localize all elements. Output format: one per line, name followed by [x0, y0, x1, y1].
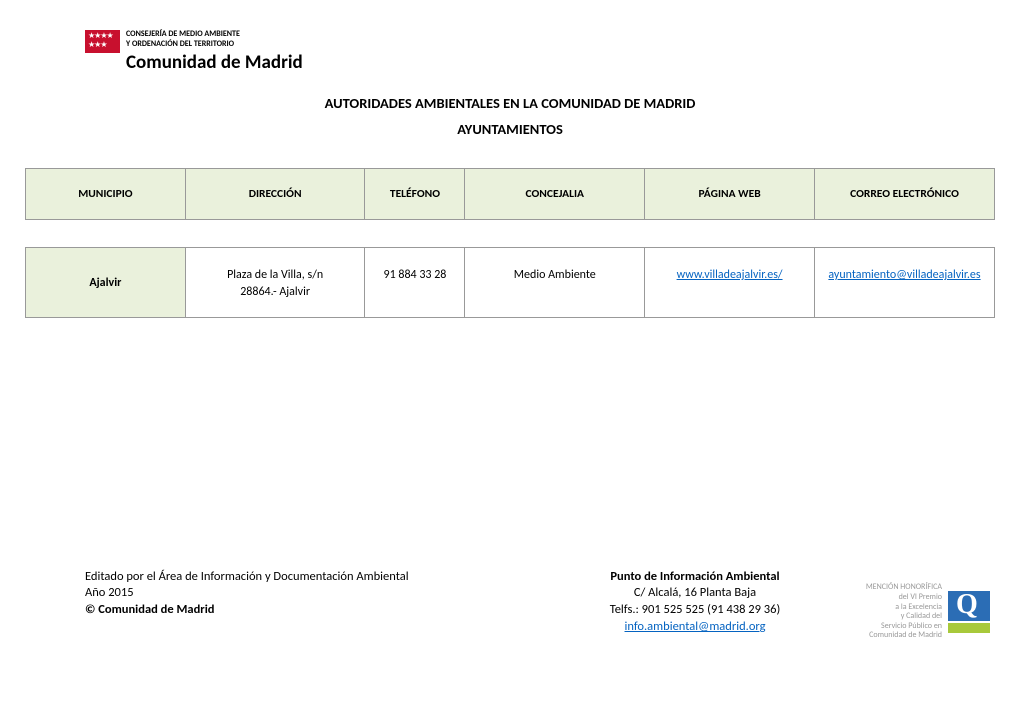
col-correo: CORREO ELECTRÓNICO — [815, 169, 995, 220]
quality-badge: MENCIÓN HONORÍFICA del VI Premio a la Ex… — [866, 583, 990, 641]
cell-web: www.villadeajalvir.es/ — [645, 248, 815, 318]
cell-telefono: 91 884 33 28 — [365, 248, 465, 318]
spacer-row — [26, 220, 995, 248]
q-icon: Q — [948, 591, 990, 633]
authorities-table: MUNICIPIO DIRECCIÓN TELÉFONO CONCEJALIA … — [25, 168, 995, 318]
footer-address: C/ Alcalá, 16 Planta Baja — [634, 585, 756, 600]
direccion-line2: 28864.- Ajalvir — [194, 285, 357, 299]
madrid-flag-icon — [85, 30, 120, 53]
footer-editor: Editado por el Área de Información y Doc… — [85, 569, 409, 584]
madrid-logo: CONSEJERÍA DE MEDIO AMBIENTE Y ORDENACIÓ… — [85, 30, 303, 74]
document-titles: AUTORIDADES AMBIENTALES EN LA COMUNIDAD … — [20, 94, 1000, 138]
badge-text: MENCIÓN HONORÍFICA del VI Premio a la Ex… — [866, 583, 942, 641]
logo-small-line2: Y ORDENACIÓN DEL TERRITORIO — [126, 40, 303, 50]
badge-line3: a la Excelencia — [895, 602, 942, 612]
email-link[interactable]: ayuntamiento@villadeajalvir.es — [828, 268, 980, 282]
header: CONSEJERÍA DE MEDIO AMBIENTE Y ORDENACIÓ… — [20, 30, 1000, 74]
badge-line5: Servicio Público en — [881, 621, 942, 631]
title-line2: AYUNTAMIENTOS — [20, 120, 1000, 138]
title-line1: AUTORIDADES AMBIENTALES EN LA COMUNIDAD … — [20, 94, 1000, 112]
col-municipio: MUNICIPIO — [26, 169, 186, 220]
direccion-line1: Plaza de la Villa, s/n — [227, 268, 323, 282]
col-direccion: DIRECCIÓN — [185, 169, 365, 220]
cell-correo: ayuntamiento@villadeajalvir.es — [815, 248, 995, 318]
cell-concejalia: Medio Ambiente — [465, 248, 645, 318]
footer-copyright: © Comunidad de Madrid — [85, 602, 215, 617]
footer-info-title: Punto de Información Ambiental — [610, 569, 779, 584]
cell-direccion: Plaza de la Villa, s/n 28864.- Ajalvir — [185, 248, 365, 318]
table-row: Ajalvir Plaza de la Villa, s/n 28864.- A… — [26, 248, 995, 318]
cell-municipio: Ajalvir — [26, 248, 186, 318]
badge-line6: Comunidad de Madrid — [869, 630, 942, 640]
footer-email-link[interactable]: info.ambiental@madrid.org — [625, 619, 766, 634]
footer-phones: Telfs.: 901 525 525 (91 438 29 36) — [610, 602, 781, 617]
logo-large: Comunidad de Madrid — [126, 51, 303, 74]
footer-left: Editado por el Área de Información y Doc… — [85, 569, 455, 637]
footer-year: Año 2015 — [85, 585, 134, 600]
col-concejalia: CONCEJALIA — [465, 169, 645, 220]
badge-line4: y Calidad del — [901, 611, 942, 621]
logo-text: CONSEJERÍA DE MEDIO AMBIENTE Y ORDENACIÓ… — [126, 30, 303, 74]
table-header-row: MUNICIPIO DIRECCIÓN TELÉFONO CONCEJALIA … — [26, 169, 995, 220]
web-link[interactable]: www.villadeajalvir.es/ — [677, 268, 783, 282]
badge-line2: del VI Premio — [899, 592, 942, 602]
table-container: MUNICIPIO DIRECCIÓN TELÉFONO CONCEJALIA … — [20, 168, 1000, 318]
badge-line1: MENCIÓN HONORÍFICA — [866, 582, 942, 592]
col-telefono: TELÉFONO — [365, 169, 465, 220]
footer-center: Punto de Información Ambiental C/ Alcalá… — [455, 569, 935, 637]
col-web: PÁGINA WEB — [645, 169, 815, 220]
